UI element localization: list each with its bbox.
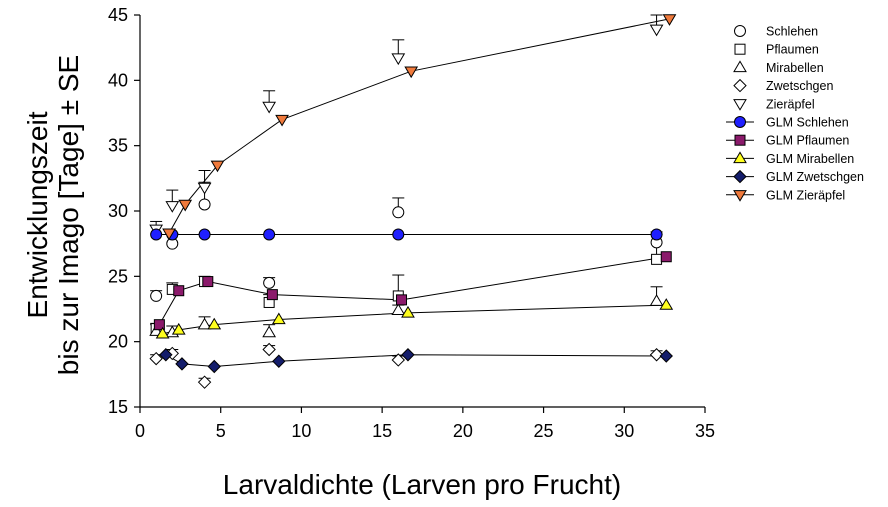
y-axis-title-line-2: bis zur Imago [Tage] ± SE <box>53 55 84 375</box>
observed-point <box>391 303 406 316</box>
observed-point <box>150 289 163 302</box>
x-tick-label: 35 <box>695 421 715 441</box>
legend-label: GLM Zieräpfel <box>766 188 845 202</box>
glm-point <box>659 349 673 363</box>
glm-point <box>153 319 165 331</box>
legend-label: Pflaumen <box>766 43 819 57</box>
glm-point <box>202 276 214 288</box>
legend-marker <box>733 78 747 93</box>
glm-point <box>401 348 415 362</box>
glm-point <box>396 294 408 306</box>
observed-point <box>262 325 277 338</box>
glm-point <box>207 317 222 330</box>
y-tick-label: 45 <box>108 5 128 25</box>
axis-ticks: 0 5 10 15 20 25 30 35 15 20 25 30 35 40 45 <box>108 5 715 441</box>
glm-point <box>173 285 185 297</box>
observed-point <box>649 294 664 306</box>
observed-point <box>262 342 276 357</box>
error-bars <box>150 14 663 383</box>
glm-point <box>178 199 193 212</box>
x-tick-label: 25 <box>534 421 554 441</box>
glm-point <box>263 228 276 241</box>
legend-label: Mirabellen <box>766 61 824 75</box>
observed-point <box>649 24 664 37</box>
glm-point <box>275 114 289 127</box>
legend-marker <box>734 116 746 128</box>
observed-point <box>392 206 405 219</box>
glm-point <box>660 251 672 263</box>
glm-point <box>266 289 278 301</box>
legend-label: GLM Schlehen <box>766 116 849 130</box>
glm-point <box>210 160 225 173</box>
glm-line <box>162 304 667 335</box>
x-tick-label: 0 <box>135 421 145 441</box>
legend-marker <box>733 99 747 111</box>
observed-point <box>149 351 163 366</box>
glm-point <box>401 305 415 318</box>
y-tick-label: 40 <box>108 70 128 90</box>
y-tick-label: 30 <box>108 201 128 221</box>
legend-marker <box>734 25 746 37</box>
observed-point <box>197 317 212 330</box>
x-tick-label: 15 <box>372 421 392 441</box>
glm-point <box>175 357 189 371</box>
legend-marker <box>733 60 747 73</box>
glm-point <box>392 228 405 241</box>
x-tick-label: 30 <box>614 421 634 441</box>
legend-marker <box>733 151 747 164</box>
glm-point <box>198 228 211 241</box>
legend-label: GLM Zwetschgen <box>766 170 864 184</box>
glm-line <box>168 18 670 234</box>
legend-label: Schlehen <box>766 25 818 39</box>
glm-point <box>659 298 674 310</box>
glm-line <box>158 256 667 325</box>
observed-point <box>165 201 180 213</box>
glm-point <box>404 66 419 79</box>
legend-marker <box>734 134 746 146</box>
y-tick-label: 25 <box>108 266 128 286</box>
observed-point <box>649 348 664 362</box>
y-tick-label: 35 <box>108 136 128 156</box>
y-axis-title-line-1: Entwicklungszeit <box>22 111 53 318</box>
glm-line <box>165 354 667 367</box>
axes <box>139 15 705 408</box>
x-tick-label: 20 <box>453 421 473 441</box>
observed-point <box>391 53 406 66</box>
observed-point <box>391 353 405 367</box>
data-markers <box>149 14 677 389</box>
glm-point <box>150 228 163 241</box>
y-tick-label: 20 <box>108 332 128 352</box>
observed-point <box>651 253 663 265</box>
legend-label: Zwetschgen <box>766 79 833 93</box>
legend-label: GLM Mirabellen <box>766 152 854 166</box>
observed-point <box>263 276 276 289</box>
observed-point <box>198 198 211 211</box>
glm-point <box>207 359 221 374</box>
legend-marker <box>734 43 746 55</box>
x-tick-label: 10 <box>291 421 311 441</box>
x-tick-label: 5 <box>216 421 226 441</box>
observed-point <box>197 375 212 389</box>
glm-point <box>162 228 176 241</box>
observed-point <box>262 101 277 114</box>
x-axis-title: Larvaldichte (Larven pro Frucht) <box>223 469 621 500</box>
glm-point <box>159 348 173 362</box>
y-tick-label: 15 <box>108 397 128 417</box>
legend: Schlehen Pflaumen Mirabellen Zwetschgen Zier… <box>726 25 864 202</box>
glm-point <box>171 322 186 335</box>
glm-point <box>155 326 170 339</box>
observed-point <box>197 182 212 195</box>
glm-point <box>271 312 286 325</box>
legend-label: GLM Pflaumen <box>766 134 849 148</box>
glm-point <box>650 228 663 241</box>
legend-label: Zieräpfel <box>766 97 815 111</box>
glm-point <box>662 14 677 26</box>
legend-marker <box>733 169 747 184</box>
glm-point <box>272 354 286 368</box>
legend-marker <box>733 190 747 202</box>
